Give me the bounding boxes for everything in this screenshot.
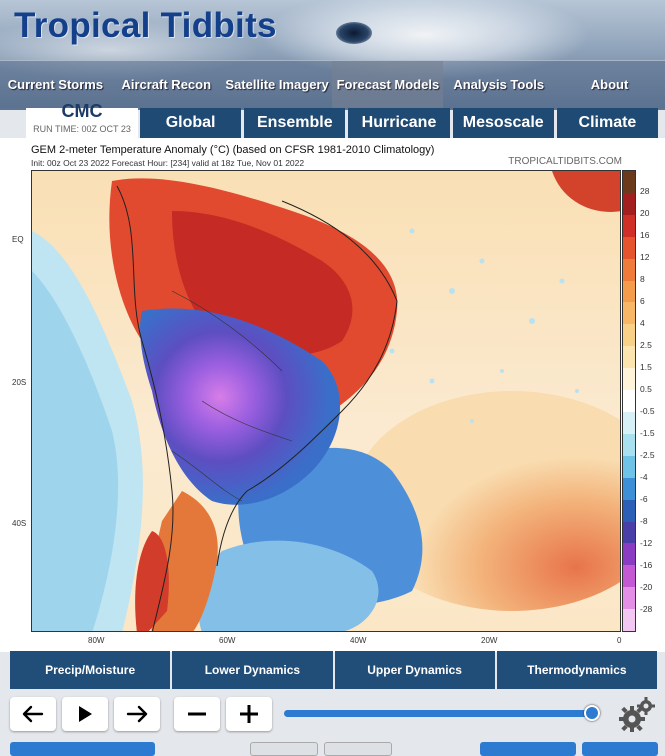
colorbar-swatch [623, 433, 635, 456]
colorbar-label: 20 [640, 208, 650, 218]
nav-satellite-imagery[interactable]: Satellite Imagery [225, 77, 329, 92]
lat-label-40s: 40S [12, 519, 27, 528]
map-brand: TROPICALTIDBITS.COM [508, 156, 622, 167]
lon-label-20w: 20W [481, 636, 498, 645]
colorbar-label: 8 [640, 274, 645, 284]
colorbar-label: -16 [640, 560, 653, 570]
tab-climate[interactable]: Climate [556, 108, 659, 138]
nav-about[interactable]: About [590, 77, 629, 92]
colorbar-swatch [623, 280, 635, 303]
colorbar-label: -6 [640, 494, 648, 504]
colorbar-swatch [623, 346, 635, 369]
colorbar-label: 6 [640, 296, 645, 306]
arrow-left-icon [22, 705, 44, 723]
map-image [32, 171, 620, 631]
colorbar-swatch [623, 236, 635, 259]
zoom-in-button[interactable] [226, 697, 272, 731]
map-title: GEM 2-meter Temperature Anomaly (°C) (ba… [31, 144, 435, 156]
colorbar-swatch [623, 411, 635, 434]
nav-forecast-models[interactable]: Forecast Models [332, 61, 444, 108]
arrow-right-icon [126, 705, 148, 723]
model-selector-row: CMC RUN TIME: 00Z OCT 23 Global Ensemble… [0, 101, 665, 138]
colorbar-swatch [623, 324, 635, 347]
nav-analysis-tools[interactable]: Analysis Tools [453, 77, 545, 92]
zoom-out-button[interactable] [174, 697, 220, 731]
map-subtitle: Init: 00z Oct 23 2022 Forecast Hour: [23… [31, 158, 305, 168]
tab-thermodynamics[interactable]: Thermodynamics [496, 651, 657, 689]
colorbar-swatch [623, 543, 635, 566]
colorbar-label: 12 [640, 252, 650, 262]
gear-icon[interactable] [616, 695, 656, 735]
site-logo[interactable]: Tropical Tidbits [14, 6, 277, 45]
colorbar-swatch [623, 565, 635, 588]
lat-label-20s: 20S [12, 378, 27, 387]
lat-label-eq: EQ [12, 235, 24, 244]
frame-slider-thumb[interactable] [583, 705, 600, 721]
colorbar-label: 0.5 [640, 384, 652, 394]
colorbar-label: 4 [640, 318, 645, 328]
bottom-button-far-right[interactable] [582, 742, 658, 756]
nav-aircraft-recon[interactable]: Aircraft Recon [121, 77, 212, 92]
bottom-button-left[interactable] [10, 742, 155, 756]
tab-upper-dynamics[interactable]: Upper Dynamics [334, 651, 495, 689]
lon-label-40w: 40W [350, 636, 367, 645]
colorbar-label: -12 [640, 538, 653, 548]
plus-icon [240, 705, 258, 723]
tab-hurricane[interactable]: Hurricane [348, 108, 450, 138]
hurricane-eye-graphic [336, 22, 372, 44]
tab-global[interactable]: Global [140, 108, 242, 138]
colorbar-label: -2.5 [640, 450, 655, 460]
colorbar-swatch [623, 609, 635, 631]
main-nav: Current Storms Aircraft Recon Satellite … [0, 60, 665, 108]
tab-precip-moisture[interactable]: Precip/Moisture [10, 651, 171, 689]
lon-label-80w: 80W [88, 636, 105, 645]
minus-icon [188, 712, 206, 716]
colorbar-label: -1.5 [640, 428, 655, 438]
colorbar-swatch [623, 368, 635, 391]
colorbar-swatch [623, 390, 635, 412]
colorbar-label: -20 [640, 582, 653, 592]
colorbar-swatch [623, 455, 635, 478]
lon-label-60w: 60W [219, 636, 236, 645]
field-category-tabs: Precip/Moisture Lower Dynamics Upper Dyn… [10, 651, 657, 689]
next-frame-button[interactable] [114, 697, 160, 731]
colorbar-swatch [623, 499, 635, 522]
site-header: Tropical Tidbits Current Storms Aircraft… [0, 0, 665, 110]
colorbar-label: -0.5 [640, 406, 655, 416]
colorbar-label: 2.5 [640, 340, 652, 350]
category-tabs: Global Ensemble Hurricane Mesoscale Clim… [140, 108, 659, 138]
colorbar-label: -4 [640, 472, 648, 482]
lon-label-0: 0 [617, 636, 622, 645]
colorbar-label: 1.5 [640, 362, 652, 372]
model-name[interactable]: CMC [61, 101, 103, 121]
nav-current-storms[interactable]: Current Storms [7, 77, 104, 92]
colorbar-swatch [623, 302, 635, 325]
play-icon [79, 706, 92, 722]
bottom-button-right[interactable] [480, 742, 576, 756]
play-button[interactable] [62, 697, 108, 731]
colorbar-swatch [623, 521, 635, 544]
colorbar-swatch [623, 214, 635, 237]
temperature-anomaly-map[interactable] [31, 170, 621, 632]
colorbar-label: -28 [640, 604, 653, 614]
colorbar-label: 16 [640, 230, 650, 240]
colorbar [622, 170, 636, 632]
tab-ensemble[interactable]: Ensemble [244, 108, 346, 138]
colorbar-swatch [623, 171, 635, 193]
map-panel: GEM 2-meter Temperature Anomaly (°C) (ba… [0, 138, 665, 652]
colorbar-label: -8 [640, 516, 648, 526]
colorbar-swatch [623, 192, 635, 215]
tab-mesoscale[interactable]: Mesoscale [452, 108, 554, 138]
colorbar-label: 28 [640, 186, 650, 196]
prev-run-button[interactable] [250, 742, 318, 756]
next-run-button[interactable] [324, 742, 392, 756]
tab-lower-dynamics[interactable]: Lower Dynamics [172, 651, 333, 689]
colorbar-swatch [623, 587, 635, 610]
prev-frame-button[interactable] [10, 697, 56, 731]
model-info: CMC RUN TIME: 00Z OCT 23 [26, 101, 138, 138]
colorbar-swatch [623, 477, 635, 500]
run-time: RUN TIME: 00Z OCT 23 [33, 124, 131, 134]
frame-slider-track[interactable] [284, 710, 596, 717]
colorbar-swatch [623, 258, 635, 281]
